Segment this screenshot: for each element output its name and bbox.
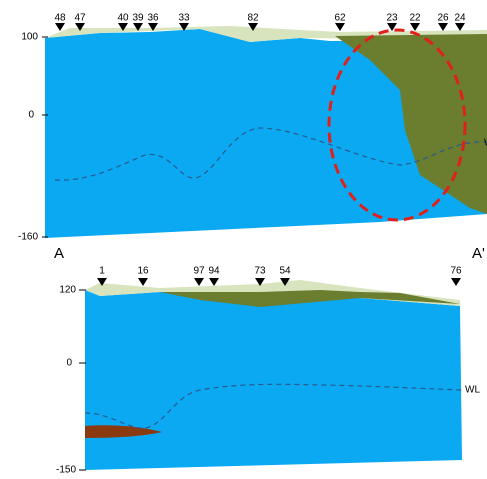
well-marker [138,278,148,286]
well-marker [410,23,420,31]
well-label: 48 [54,13,66,24]
well-label: 16 [137,266,149,277]
well-marker [55,23,65,31]
axis-label: 0 [66,358,72,369]
well-marker [335,23,345,31]
cross-sections: 100 0 -160 A A' W 120 0 -150 WL 48 47 4039… [0,0,487,479]
section-a: 100 0 -160 A A' W [18,26,487,262]
well-label: 39 [132,13,144,24]
well-marker [451,278,461,286]
well-label: 82 [247,13,259,24]
axis-label: -160 [18,232,38,243]
section-end: A' [472,245,485,262]
section-end: A [54,245,64,262]
well-label: 23 [386,13,398,24]
axis-label: 120 [59,285,76,296]
well-marker [438,23,448,31]
well-label: 73 [254,266,266,277]
well-label: 24 [454,13,466,24]
axis-label: 100 [21,32,38,43]
well-label: 36 [147,13,159,24]
well-label: 94 [208,266,220,277]
well-label: 54 [279,266,291,277]
water-level-label: WL [465,385,480,396]
well-marker [194,278,204,286]
axis-label: 0 [28,110,34,121]
well-label: 33 [178,13,190,24]
well-label: 76 [450,266,462,277]
well-label: 26 [437,13,449,24]
section-b: 120 0 -150 WL [56,280,480,476]
axis-label: -150 [56,465,76,476]
well-marker [209,278,219,286]
well-label: 40 [117,13,129,24]
well-label: 22 [409,13,421,24]
well-label: 47 [74,13,86,24]
well-marker [455,23,465,31]
aquifer [85,290,462,470]
well-label: 62 [334,13,346,24]
well-label: 97 [193,266,205,277]
well-label: 1 [99,266,105,277]
